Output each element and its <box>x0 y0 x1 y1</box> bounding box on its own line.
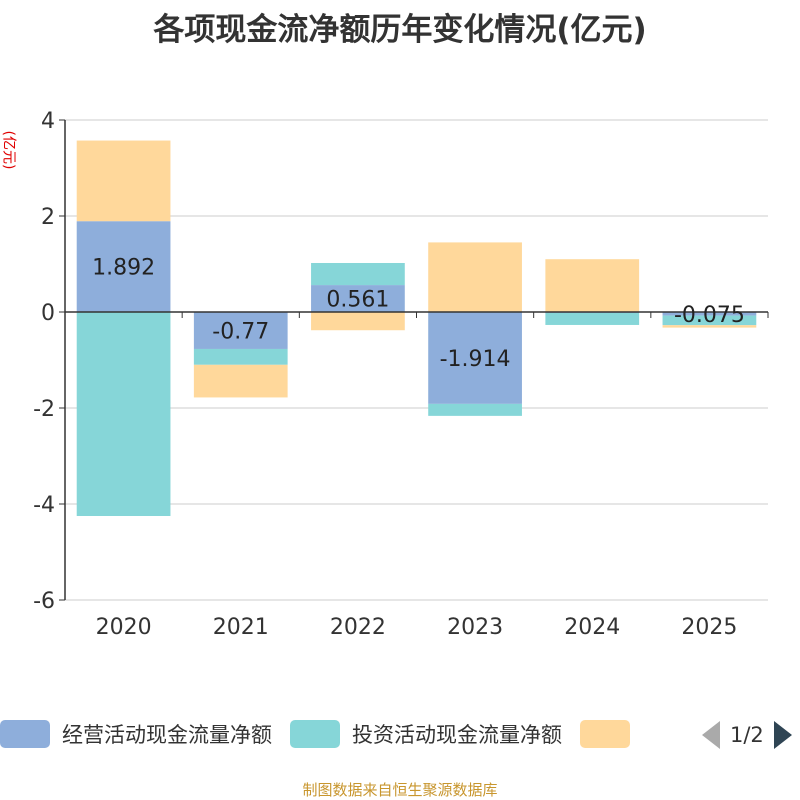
bar-0-2025 <box>662 312 757 316</box>
x-tick-label-2025: 2025 <box>681 615 737 640</box>
x-tick-label-2022: 2022 <box>330 615 386 640</box>
legend: 经营活动现金流量净额 投资活动现金流量净额 <box>0 716 660 752</box>
data-label-0-2021: -0.77 <box>212 319 269 344</box>
legend-item-financing[interactable] <box>580 720 642 748</box>
bar-1-2023 <box>428 403 522 416</box>
bar-1-2020 <box>76 312 171 516</box>
bar-0-2022 <box>311 285 405 312</box>
legend-item-operating[interactable]: 经营活动现金流量净额 <box>0 719 272 749</box>
legend-label-operating: 经营活动现金流量净额 <box>62 723 272 747</box>
y-tick-label--6: -6 <box>33 589 55 614</box>
legend-swatch-financing <box>580 720 630 748</box>
bar-2-2023 <box>428 242 522 312</box>
y-axis-unit-label: (亿元) <box>0 130 17 170</box>
y-tick-label-0: 0 <box>41 301 55 326</box>
y-tick-label--4: -4 <box>33 493 55 518</box>
bar-1-2022 <box>311 262 405 286</box>
bar-1-2021 <box>193 348 288 365</box>
y-tick-label-4: 4 <box>41 109 55 134</box>
y-axis-ticks: 4 2 0 -2 -4 -6 <box>33 109 65 614</box>
x-axis-ticks: 2020 2021 2022 2023 2024 2025 <box>64 312 769 640</box>
bar-1-2025 <box>662 315 757 326</box>
x-tick-label-2023: 2023 <box>447 615 503 640</box>
legend-swatch-operating <box>0 720 50 748</box>
data-label-0-2025: -0.075 <box>674 303 745 328</box>
bar-2-2020 <box>76 140 171 222</box>
data-label-0-2023: -1.914 <box>440 347 511 372</box>
bar-1-2024 <box>545 312 640 325</box>
legend-prev-icon[interactable] <box>702 721 720 749</box>
legend-page-indicator: 1/2 <box>730 723 764 747</box>
bar-0-2023 <box>428 312 522 404</box>
bar-0-2020 <box>76 221 171 312</box>
bar-2-2024 <box>545 259 640 312</box>
bar-0-2021 <box>193 312 288 349</box>
legend-pager: 1/2 <box>702 720 792 750</box>
data-label-0-2020: 1.892 <box>92 256 155 281</box>
legend-item-investing[interactable]: 投资活动现金流量净额 <box>290 719 562 749</box>
source-note: 制图数据来自恒生聚源数据库 <box>302 781 498 799</box>
bar-2-2022 <box>311 312 405 331</box>
x-tick-label-2024: 2024 <box>564 615 620 640</box>
x-tick-label-2020: 2020 <box>96 615 152 640</box>
bar-2-2025 <box>662 325 757 328</box>
bar-marks <box>76 140 757 516</box>
bar-2-2021 <box>193 364 288 398</box>
legend-swatch-investing <box>290 720 340 748</box>
legend-next-icon[interactable] <box>773 721 792 749</box>
y-tick-label--2: -2 <box>33 397 55 422</box>
data-label-0-2022: 0.561 <box>326 288 389 313</box>
legend-label-investing: 投资活动现金流量净额 <box>352 723 562 747</box>
x-tick-label-2021: 2021 <box>213 615 269 640</box>
chart-title: 各项现金流净额历年变化情况(亿元) <box>153 12 647 48</box>
y-tick-label-2: 2 <box>41 205 55 230</box>
data-labels: 1.892 -0.77 0.561 -1.914 -0.075 <box>92 256 745 372</box>
